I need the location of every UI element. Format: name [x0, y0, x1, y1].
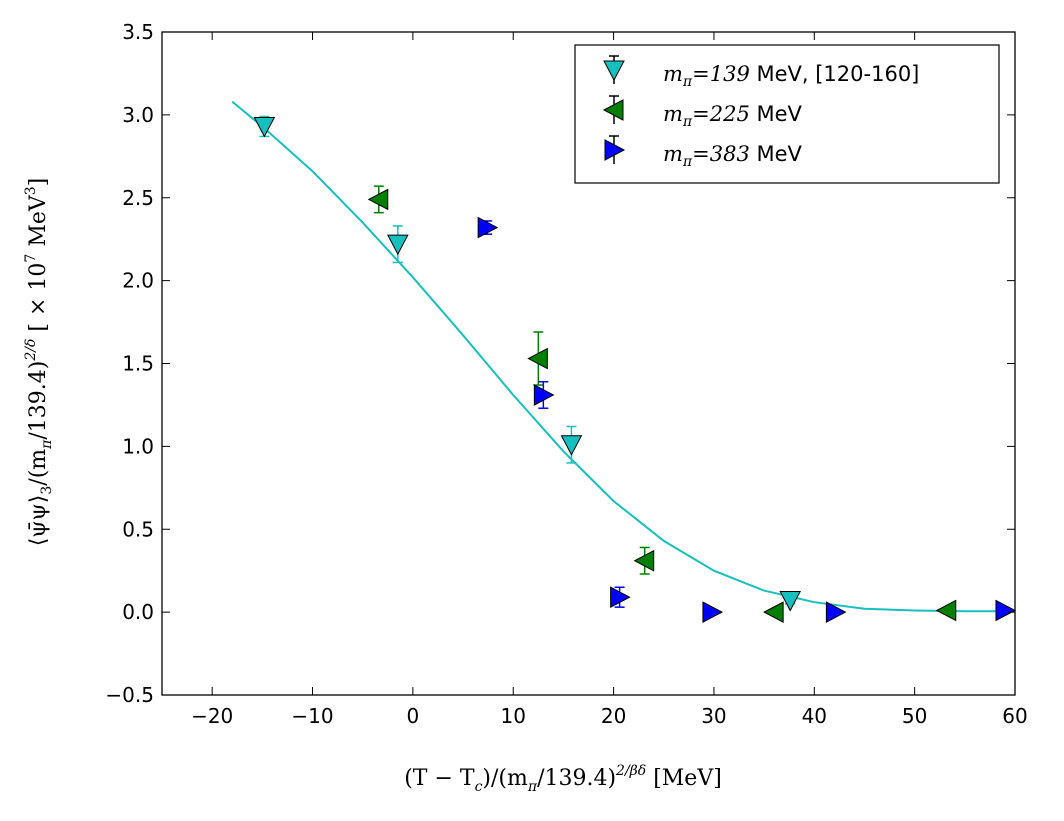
data-point-2-1 [533, 384, 555, 406]
data-point-0-1 [387, 234, 409, 256]
y-tick-label-2: 0.5 [122, 517, 154, 541]
y-tick-label-0: −0.5 [105, 683, 154, 707]
legend-marker-2 [604, 139, 626, 161]
x-tick-label-2: 0 [407, 704, 420, 728]
legend-label-139: mπ=139 MeV, [120-160] [663, 62, 919, 90]
legend-label-225: mπ=225 MeV [663, 102, 803, 130]
data-point-0-2 [560, 435, 583, 456]
x-tick-label-8: 60 [1002, 704, 1027, 728]
fit-curve [231, 100, 1005, 613]
legend-marker-0 [603, 60, 625, 82]
legend-marker-1 [602, 99, 624, 121]
data-point-2-0 [477, 216, 499, 239]
y-tick-label-8: 3.5 [122, 20, 154, 44]
y-tick-label-6: 2.5 [122, 186, 154, 210]
data-point-1-2 [633, 549, 655, 572]
data-point-1-4 [935, 599, 957, 622]
x-tick-label-1: −10 [291, 704, 333, 728]
legend: mπ=139 MeV, [120-160] mπ=225 MeV mπ=383 … [574, 44, 1000, 184]
y-tick-label-5: 2.0 [122, 269, 154, 293]
data-point-0-0 [253, 116, 276, 138]
x-tick-label-4: 20 [601, 704, 626, 728]
x-tick-label-0: −20 [191, 704, 233, 728]
chart-marks [231, 100, 1017, 623]
data-point-1-0 [367, 188, 389, 211]
x-axis-label: (T − Tc)/(mπ/139.4)2/βδ [MeV] [404, 763, 722, 795]
data-point-0-3 [779, 591, 802, 612]
x-tick-label-5: 30 [701, 704, 726, 728]
legend-markers [602, 55, 626, 164]
legend-label-383: mπ=383 MeV [663, 142, 803, 170]
data-point-2-4 [825, 601, 847, 623]
y-tick-label-1: 0.0 [122, 600, 154, 624]
data-point-2-3 [702, 601, 724, 623]
data-point-1-3 [763, 601, 784, 623]
legend-box [574, 44, 1000, 184]
x-tick-label-6: 40 [802, 704, 827, 728]
y-axis-label: ⟨ψ̄ψ⟩3/(mπ/139.4)2/δ [ × 107 MeV3] [23, 178, 55, 547]
data-point-1-1 [527, 347, 548, 370]
y-tick-label-4: 1.5 [122, 352, 154, 376]
data-point-2-5 [995, 599, 1017, 622]
axis-ticks: −20 −10 0 10 20 30 40 50 60 −0.5 0.0 0.5 1.0 1.5 2.0 2.… [105, 20, 1027, 728]
data-point-2-2 [610, 586, 631, 609]
y-tick-label-7: 3.0 [122, 103, 154, 127]
x-tick-label-3: 10 [501, 704, 526, 728]
x-tick-label-7: 50 [902, 704, 927, 728]
y-tick-label-3: 1.0 [122, 434, 154, 458]
